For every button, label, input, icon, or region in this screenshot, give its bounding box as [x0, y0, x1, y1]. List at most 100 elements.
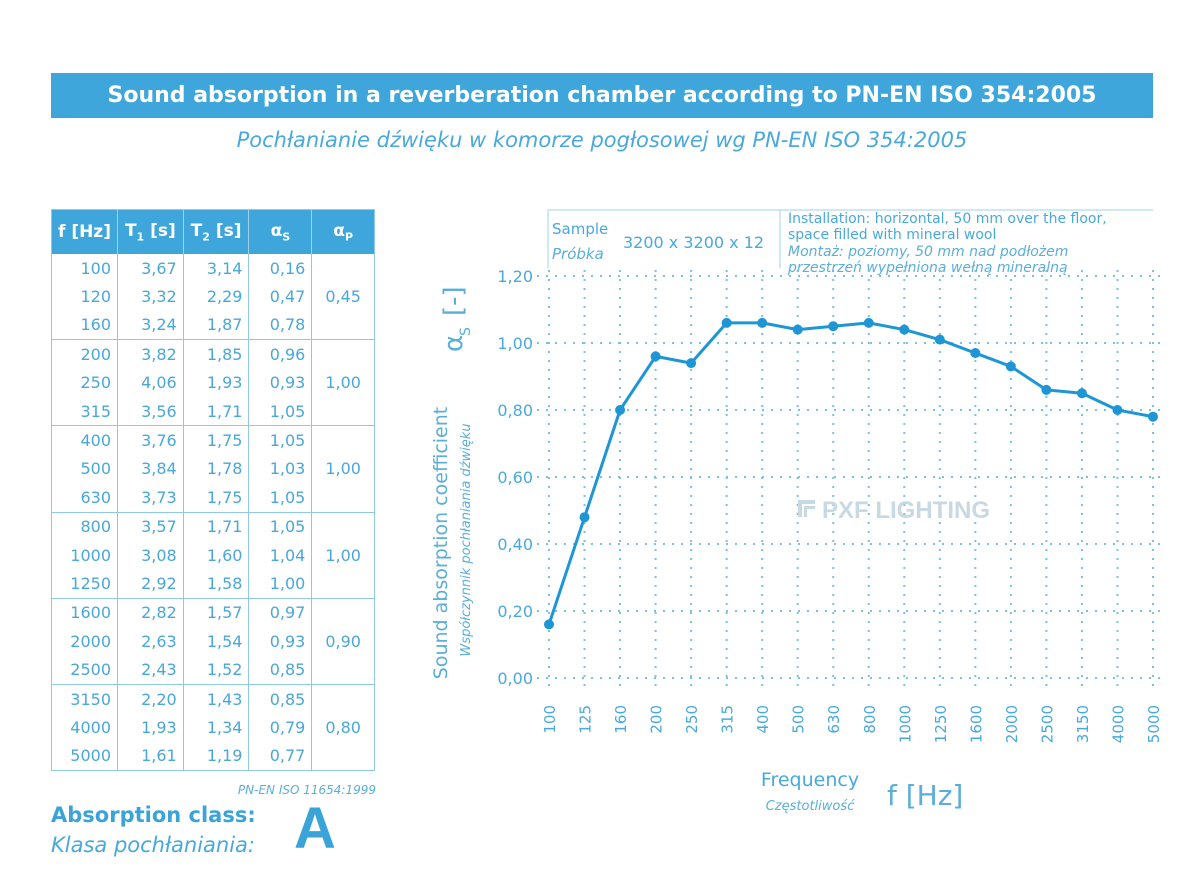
data-point — [934, 334, 945, 345]
x-tick-label: 4000 — [1109, 705, 1127, 743]
table-row: 400 3,76 1,75 1,05 1,00 — [51, 425, 375, 513]
x-tick-label: 400 — [754, 705, 772, 734]
x-tick-label: 2500 — [1038, 705, 1056, 743]
table-cell: 1,71 — [182, 396, 250, 427]
table-cell: 3,67 — [117, 254, 184, 283]
table-row: 3150 2,20 1,43 0,85 0,80 — [51, 684, 375, 772]
table-cell: 1,60 — [182, 540, 250, 570]
watermark-text: PXF LIGHTING — [822, 497, 990, 524]
data-point — [615, 405, 626, 415]
x-axis-label: Frequency — [761, 769, 859, 791]
table-row: 2000 2,63 1,54 0,93 — [51, 627, 375, 656]
header-t1: T1 [s] — [117, 209, 184, 254]
table-row: 5000 1,61 1,19 0,77 — [51, 741, 375, 772]
table-row: 1000 3,08 1,60 1,04 — [51, 540, 375, 570]
table-row: 120 3,32 2,29 0,47 — [51, 282, 375, 311]
table-cell: 1250 — [51, 569, 118, 599]
table-cell: 1,54 — [182, 627, 250, 656]
data-point — [1041, 384, 1052, 395]
x-tick-label: 5000 — [1145, 705, 1163, 743]
data-point — [686, 358, 697, 369]
table-row: 250 4,06 1,93 0,93 — [51, 368, 375, 397]
table-cell: 2,92 — [117, 569, 184, 599]
table-cell: 630 — [51, 483, 118, 513]
table-cell: 1,05 — [248, 396, 313, 427]
y-tick-label: 0,20 — [497, 602, 533, 621]
table-cell: 400 — [51, 425, 118, 455]
table-cell: 1,00 — [248, 569, 313, 599]
table-cell: 160 — [51, 310, 118, 341]
data-point — [828, 321, 839, 332]
table-cell: 0,85 — [248, 684, 313, 714]
table-row: 800 3,57 1,71 1,05 1,00 — [51, 512, 375, 599]
table-cell: 1,05 — [248, 512, 313, 541]
table-cell: 3,76 — [117, 425, 184, 455]
x-tick-label: 1000 — [896, 705, 914, 743]
x-tick-label: 630 — [825, 705, 843, 734]
alpha-p-cell: 0,45 — [311, 254, 375, 341]
alpha-p-cell: 1,00 — [311, 512, 375, 599]
y-tick-label: 0,00 — [497, 669, 533, 688]
x-axis-label-pl: Częstotliwość — [766, 799, 855, 814]
table-cell: 100 — [51, 254, 118, 283]
table-cell: 1,05 — [248, 425, 313, 455]
chart-grid — [537, 270, 1161, 690]
table-cell: 0,93 — [248, 627, 313, 656]
table-row: 100 3,67 3,14 0,16 0,45 — [51, 254, 375, 341]
y-axis-label-pl: Współczynnik pochłaniania dźwięku — [459, 423, 474, 656]
table-row: 4000 1,93 1,34 0,79 — [51, 713, 375, 742]
table-cell: 3,32 — [117, 282, 184, 311]
absorption-class-label: Absorption class: — [51, 803, 256, 827]
y-unit-subscript: S — [458, 327, 474, 336]
alpha-p-cell: 1,00 — [311, 425, 375, 513]
header-t2: T2 [s] — [182, 209, 249, 254]
sample-size: 3200 x 3200 x 12 — [623, 233, 764, 252]
table-row: 315 3,56 1,71 1,05 — [51, 396, 375, 427]
table-cell: 1,75 — [182, 425, 250, 455]
y-unit-bracket: [-] — [439, 286, 469, 316]
table-cell: 1,61 — [117, 741, 184, 772]
page-subtitle: Pochłanianie dźwięku w komorze pogłosowe… — [236, 128, 968, 152]
logo-mark-icon — [798, 500, 802, 517]
data-point — [899, 324, 910, 335]
table-cell: 2000 — [51, 627, 118, 656]
x-tick-label: 315 — [719, 705, 737, 734]
table-cell: 800 — [51, 512, 118, 541]
header-alpha-s: αS — [248, 209, 312, 254]
table-cell: 0,85 — [248, 655, 313, 685]
table-row: 200 3,82 1,85 0,96 1,00 — [51, 339, 375, 427]
data-point — [970, 348, 981, 359]
table-cell: 4,06 — [117, 368, 184, 397]
header-frequency: f [Hz] — [51, 209, 118, 254]
table-cell: 120 — [51, 282, 118, 311]
installation-en-1: Installation: horizontal, 50 mm over the… — [788, 211, 1107, 227]
data-point — [757, 317, 768, 328]
table-cell: 0,47 — [248, 282, 313, 311]
sample-label-pl: Próbka — [552, 245, 604, 263]
y-tick-label: 1,20 — [497, 267, 533, 286]
x-tick-label: 250 — [683, 705, 701, 734]
series-line — [547, 321, 1154, 625]
data-point — [544, 619, 554, 630]
table-row: 630 3,73 1,75 1,05 — [51, 483, 375, 513]
table-cell: 500 — [51, 454, 118, 484]
alpha-p-cell: 1,00 — [311, 339, 375, 427]
table-cell: 1600 — [51, 598, 118, 628]
table-cell: 3,14 — [182, 254, 250, 283]
table-cell: 1,03 — [248, 454, 313, 484]
installation-en-2: space filled with mineral wool — [788, 227, 996, 243]
x-tick-label: 100 — [541, 705, 559, 734]
table-cell: 1,87 — [182, 310, 250, 341]
sample-label: Sample — [552, 220, 608, 238]
table-cell: 1,57 — [182, 598, 250, 628]
y-tick-label: 0,40 — [497, 535, 533, 554]
table-cell: 1,75 — [182, 483, 250, 513]
data-point — [579, 512, 590, 523]
x-tick-label: 3150 — [1074, 705, 1092, 743]
table-cell: 200 — [51, 339, 118, 369]
alpha-p-cell: 0,90 — [311, 598, 375, 685]
data-point — [863, 317, 874, 328]
y-unit-symbol: α — [439, 335, 469, 352]
installation-pl-1: Montaż: poziomy, 50 mm nad podłożem — [788, 244, 1068, 260]
data-point — [792, 324, 803, 335]
